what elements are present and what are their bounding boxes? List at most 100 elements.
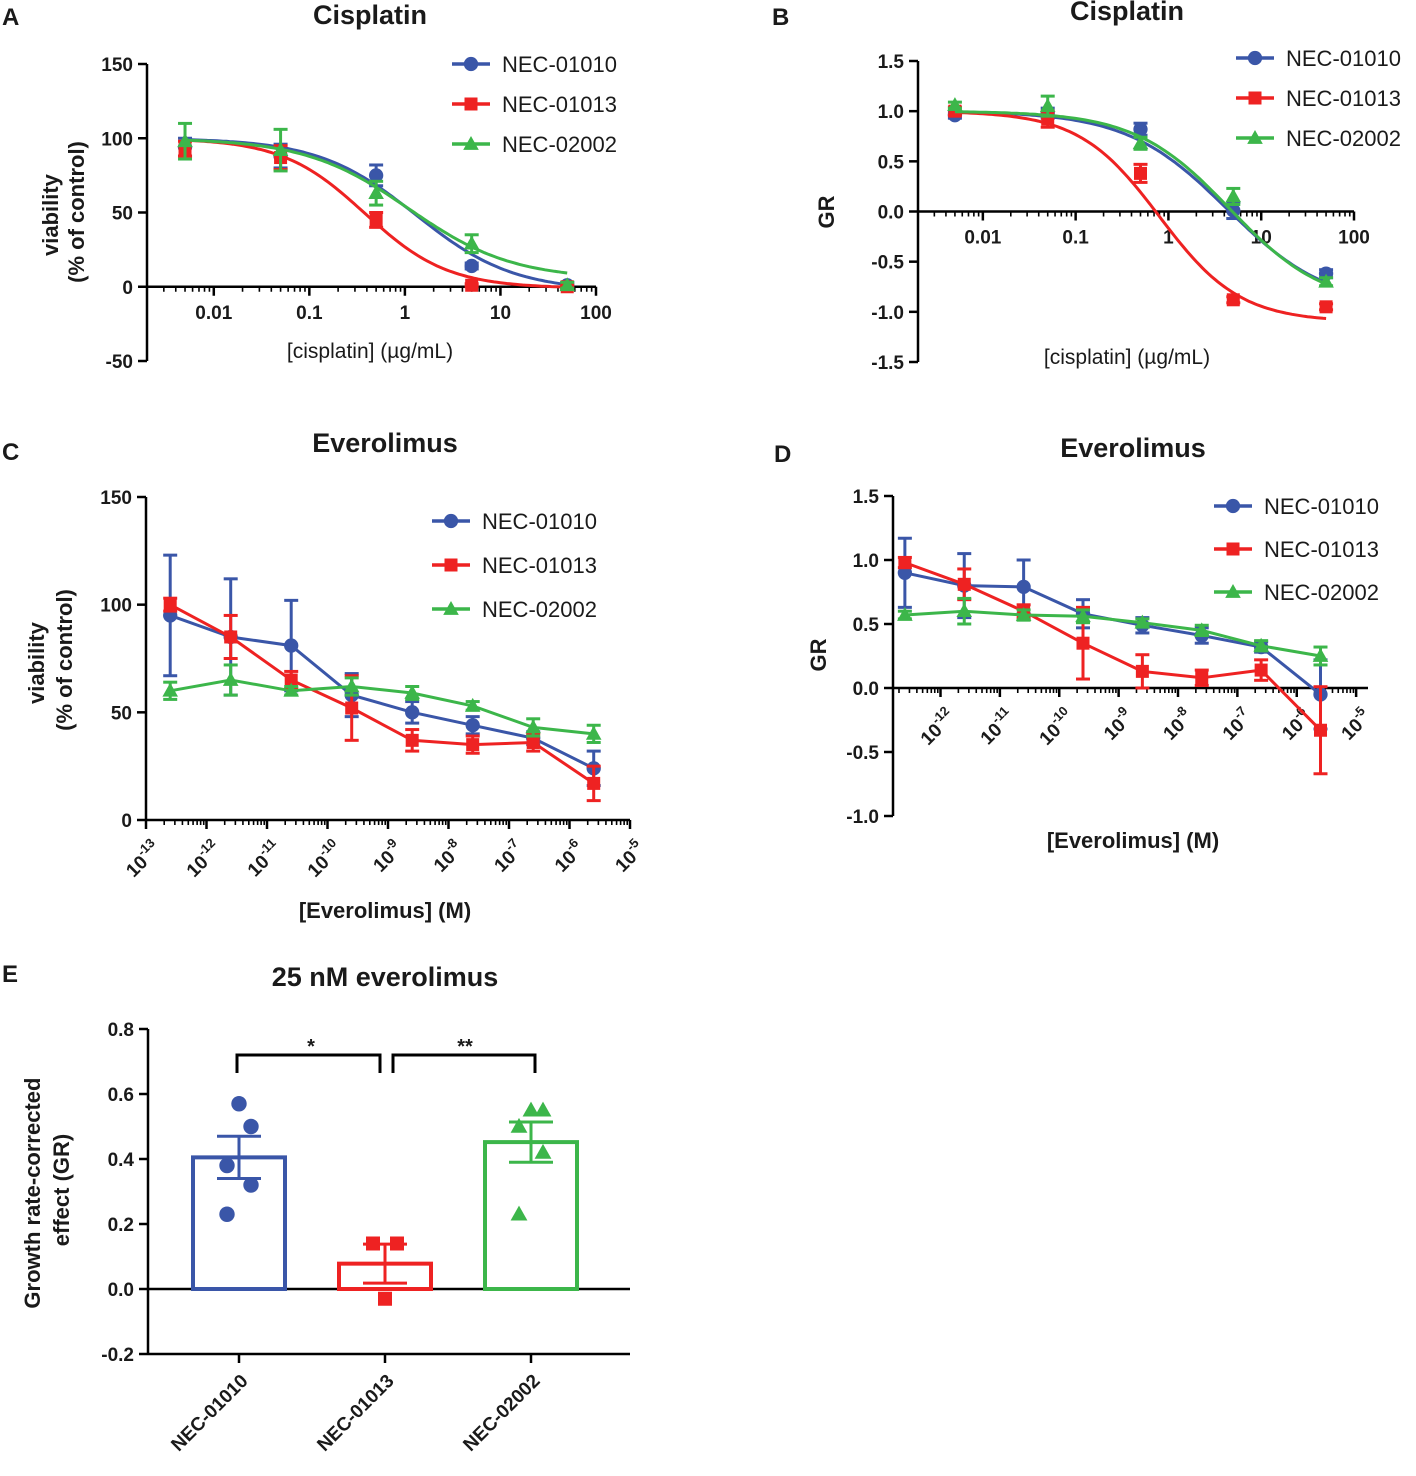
panel-a-x-tick-label-1: 0.1	[296, 303, 323, 324]
panel-a-xlabel: [cisplatin] (µg/mL)	[287, 340, 453, 363]
panel-a-x-tick-label-2: 1	[400, 303, 411, 324]
panel-a-plot: -50 0 50 100 150 0.01 0.1 1 10 100 NEC-01010 NEC-01…	[101, 52, 617, 373]
panel-d-point-1-6	[1254, 663, 1268, 677]
panel-c-point-2-0	[162, 682, 178, 697]
panel-d-legend-marker-1	[1226, 542, 1240, 556]
panel-a-point-0-2	[368, 168, 384, 183]
panel-c-x-tick-label-7: 10-6	[548, 835, 590, 877]
panel-e-ylabel: Growth rate-corrected effect (GR)	[20, 1071, 74, 1308]
panel-d-point-2-5	[1193, 622, 1210, 637]
panel-a-x-tick-label-4: 100	[580, 303, 612, 324]
panel-b-title: Cisplatin	[1070, 0, 1184, 26]
panel-c-point-2-2	[283, 682, 299, 697]
panel-b-y-tick-label-0: -1.5	[871, 353, 904, 374]
panel-e-point-2-3	[534, 1143, 552, 1159]
panel-c-legend-label-1: NEC-01013	[482, 553, 597, 578]
panel-b-plot: -1.5-1.0-0.50.00.51.01.50.01 0.1 1 10 100NEC…	[871, 46, 1401, 374]
panel-c-x-tick-label-3: 10-10	[300, 835, 347, 882]
panel-d-point-1-7	[1314, 723, 1327, 737]
panel-c-point-2-5	[464, 697, 481, 712]
panel-c-xlabel: [Everolimus] (M)	[299, 898, 471, 923]
panel-b-y-tick-label-5: 1.0	[878, 102, 904, 123]
panel-a-point-0-3	[464, 258, 479, 274]
panel-a-x-tick-label-3: 10	[490, 303, 511, 324]
panel-b-x-tick-label-2: 1	[1163, 228, 1174, 249]
panel-d-legend-marker-0	[1225, 498, 1241, 514]
panel-c-x-tick-label-2: 10-11	[240, 835, 286, 881]
panel-e-ylabel-line2: effect (GR)	[49, 1134, 74, 1246]
panel-b-point-1-2	[1133, 166, 1147, 180]
panel-d-point-2-2	[1015, 606, 1032, 621]
significance-star-left: *	[307, 1036, 315, 1058]
panel-c-x-tick-label-1: 10-12	[179, 835, 226, 882]
panel-a-point-2-0	[177, 133, 193, 148]
panel-d-letter: D	[774, 441, 791, 468]
panel-c-legend-label-2: NEC-02002	[482, 597, 597, 622]
panel-e-point-2-4	[510, 1205, 528, 1221]
panel-e-point-1-1	[390, 1236, 404, 1251]
panel-d-point-0-0	[897, 565, 913, 580]
panel-b-legend-label-0: NEC-01010	[1286, 46, 1401, 71]
panel-e-plot: -0.2 0.0 0.2 0.4 0.6 0.8 NEC-01010 NEC-01013 NEC…	[101, 1020, 630, 1456]
panel-c-x-tick-label-4: 10-9	[366, 835, 408, 877]
panel-a-y-tick-label-1: 0	[122, 278, 133, 299]
panel-e-y-tick-label-5: 0.8	[108, 1020, 134, 1041]
panel-c-ylabel-line1: viability	[24, 621, 49, 704]
panel-d-series-line-2	[904, 609, 1321, 658]
panel-d-x-tick-label-3: 10-9	[1097, 703, 1139, 745]
panel-d-point-1-4	[1135, 664, 1149, 678]
panel-c-point-1-0	[163, 598, 177, 612]
panel-b-point-2-3	[1225, 188, 1242, 203]
panel-e-point-2-2	[510, 1117, 528, 1133]
panel-a-letter: A	[2, 4, 19, 31]
panel-c-y-tick-label-2: 100	[100, 596, 132, 617]
panel-d-point-2-3	[1075, 608, 1091, 623]
panel-e-ylabel-line1: Growth rate-corrected	[20, 1078, 45, 1309]
panel-d-point-2-6	[1253, 637, 1269, 652]
panel-c-y-tick-label-0: 0	[121, 811, 132, 832]
panel-e-sig-bracket-0	[235, 1053, 382, 1073]
panel-e-letter: E	[2, 961, 18, 988]
panel-c-legend-marker-2	[443, 600, 459, 615]
panel-e-title: 25 nM everolimus	[272, 962, 499, 992]
panel-a-title: Cisplatin	[313, 0, 427, 30]
panel-d-x-tick-label-1-exponent: -11	[988, 703, 1011, 726]
panel-b-letter: B	[772, 4, 789, 31]
panel-a-point-1-2	[369, 213, 383, 227]
panel-c-y-tick-label-3: 150	[100, 488, 132, 509]
panel-d-x-tick-label-7-exponent: -5	[1349, 703, 1368, 722]
panel-c-x-tick-label-4-exponent: -9	[381, 835, 400, 854]
panel-e-point-0-2	[219, 1157, 235, 1174]
panel-c-series-line-2	[169, 678, 594, 736]
panel-b-x-tick-label-0: 0.01	[964, 228, 1001, 249]
panel-b-x-tick-label-1: 0.1	[1062, 228, 1089, 249]
panel-c-x-tick-label-6-exponent: -7	[502, 835, 521, 854]
panel-d-xlabel: [Everolimus] (M)	[1047, 828, 1219, 853]
panel-a-legend-marker-1	[464, 97, 478, 111]
panel-e-x-tick-label-0: NEC-01010	[167, 1371, 252, 1456]
panel-c-legend-marker-0	[443, 513, 459, 529]
panel-c-point-1-3	[345, 701, 359, 715]
panel-d-y-tick-label-1: -0.5	[846, 743, 879, 764]
panel-d-x-tick-label-0: 10-12	[913, 703, 960, 750]
panel-e-y-tick-label-4: 0.6	[108, 1085, 134, 1106]
panel-c-x-tick-label-3-exponent: -10	[315, 835, 339, 859]
panel-d-point-2-0	[897, 606, 913, 621]
panel-c-ylabel-line2: (% of control)	[52, 589, 77, 731]
panel-c-plot: 0 50 100 150 10-13 10-12 10-11 10-10 10-9 10-8 10-…	[100, 488, 649, 882]
panel-c-point-1-1	[224, 630, 238, 644]
panel-e-point-0-0	[231, 1096, 247, 1112]
panel-d-title: Everolimus	[1060, 433, 1206, 463]
panel-e-y-tick-label-2: 0.2	[108, 1215, 134, 1236]
panel-b-fit-curve-1	[954, 111, 1327, 320]
panel-d-x-tick-label-4-exponent: -8	[1171, 703, 1190, 722]
panel-c-x-tick-label-6: 10-7	[487, 835, 529, 877]
panel-b-point-2-4	[1318, 273, 1334, 288]
panel-c-x-tick-label-5-exponent: -8	[441, 835, 460, 854]
panel-c-title: Everolimus	[312, 428, 458, 458]
panel-d-point-0-2	[1016, 579, 1031, 595]
panel-d-x-tick-label-0-exponent: -12	[928, 703, 952, 727]
panel-a-point-2-3	[463, 235, 480, 250]
panel-c-point-1-5	[466, 738, 480, 752]
